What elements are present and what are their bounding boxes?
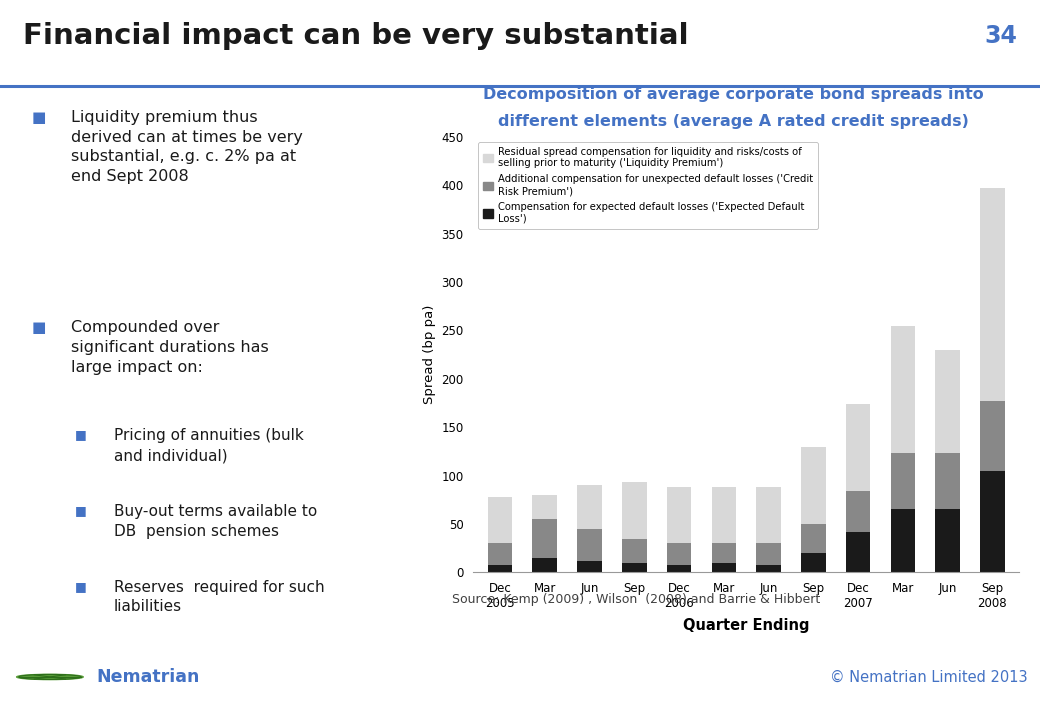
Bar (935, 350, 960, 454)
Bar (846, 404, 870, 491)
Bar (890, 454, 915, 510)
Bar (756, 564, 781, 572)
Text: Liquidity premium thus
derived can at times be very
substantial, e.g. c. 2% pa a: Liquidity premium thus derived can at ti… (71, 110, 303, 184)
Bar (667, 564, 692, 572)
X-axis label: Quarter Ending: Quarter Ending (683, 618, 809, 634)
Bar (846, 491, 870, 532)
Bar (711, 544, 736, 563)
Text: Financial impact can be very substantial: Financial impact can be very substantial (23, 22, 688, 50)
Text: ■: ■ (75, 504, 86, 517)
Bar (980, 401, 1005, 471)
Text: Buy-out terms available to
DB  pension schemes: Buy-out terms available to DB pension sc… (113, 504, 317, 539)
Bar (488, 497, 513, 544)
Bar (711, 487, 736, 544)
Bar (622, 539, 647, 563)
Bar (532, 519, 557, 558)
Bar (577, 561, 602, 572)
Bar (890, 325, 915, 454)
Text: Source: Kemp (2009) , Wilson  (2008) and Barrie & Hibbert: Source: Kemp (2009) , Wilson (2008) and … (452, 593, 821, 606)
Bar (667, 544, 692, 564)
Bar (980, 471, 1005, 572)
Text: 34: 34 (984, 24, 1017, 48)
Bar (890, 510, 915, 572)
Bar (488, 544, 513, 564)
Bar (622, 482, 647, 539)
Text: ■: ■ (75, 580, 86, 593)
Text: Compounded over
significant durations has
large impact on:: Compounded over significant durations ha… (71, 320, 268, 375)
Text: © Nematrian Limited 2013: © Nematrian Limited 2013 (830, 670, 1028, 685)
Text: different elements (average A rated credit spreads): different elements (average A rated cred… (498, 114, 968, 130)
Bar (667, 487, 692, 544)
Bar (935, 510, 960, 572)
Bar (935, 454, 960, 510)
Bar (532, 495, 557, 519)
Circle shape (17, 675, 83, 680)
Bar (756, 487, 781, 544)
Text: ■: ■ (75, 428, 86, 441)
Text: ■: ■ (31, 320, 46, 336)
Bar (577, 485, 602, 528)
Bar (488, 564, 513, 572)
Bar (801, 524, 826, 553)
Bar (846, 532, 870, 572)
Text: Reserves  required for such
liabilities: Reserves required for such liabilities (113, 580, 324, 614)
Bar (532, 558, 557, 572)
Text: ■: ■ (31, 110, 46, 125)
Text: Decomposition of average corporate bond spreads into: Decomposition of average corporate bond … (483, 86, 984, 102)
Text: Nematrian: Nematrian (97, 668, 200, 686)
Bar (756, 544, 781, 564)
Bar (980, 188, 1005, 401)
Bar (577, 528, 602, 561)
Bar (801, 446, 826, 524)
Bar (622, 563, 647, 572)
Bar (711, 563, 736, 572)
Y-axis label: Spread (bp pa): Spread (bp pa) (422, 305, 436, 405)
Bar (801, 553, 826, 572)
Legend: Residual spread compensation for liquidity and risks/costs of
selling prior to m: Residual spread compensation for liquidi… (478, 142, 818, 229)
Text: Pricing of annuities (bulk
and individual): Pricing of annuities (bulk and individua… (113, 428, 304, 463)
